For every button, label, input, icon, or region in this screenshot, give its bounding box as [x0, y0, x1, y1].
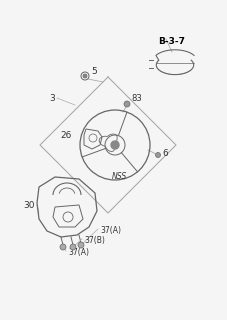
Circle shape: [111, 141, 118, 149]
Circle shape: [123, 101, 129, 107]
Circle shape: [60, 244, 66, 250]
Circle shape: [78, 242, 84, 248]
Text: 5: 5: [91, 67, 96, 76]
Text: 26: 26: [60, 131, 72, 140]
Text: NSS: NSS: [111, 172, 126, 181]
Text: 37(A): 37(A): [68, 249, 89, 258]
Text: 37(B): 37(B): [84, 236, 104, 245]
Text: 83: 83: [131, 94, 141, 103]
Text: 30: 30: [23, 201, 35, 210]
Circle shape: [155, 153, 160, 157]
Text: B-3-7: B-3-7: [157, 37, 184, 46]
Text: 6: 6: [161, 148, 167, 157]
Circle shape: [83, 74, 87, 78]
Circle shape: [70, 244, 76, 250]
Text: 3: 3: [49, 93, 55, 102]
Text: 37(A): 37(A): [100, 227, 121, 236]
